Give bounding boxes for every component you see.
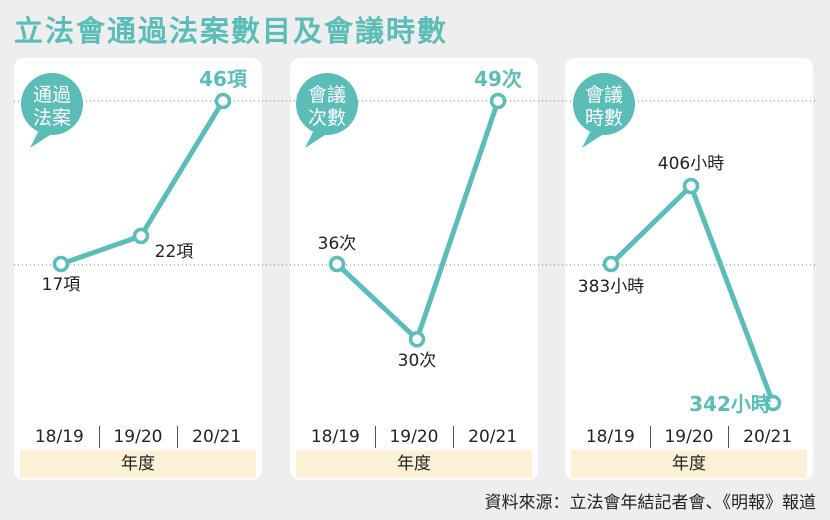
- x-axis-ticks: 18/19 19/20 20/21: [571, 422, 807, 452]
- data-label: 17項: [42, 275, 81, 295]
- badge-tail: [582, 132, 602, 148]
- x-tick-label: 19/20: [113, 427, 163, 447]
- badge-label: 會議: [585, 84, 623, 106]
- tick-divider: [177, 426, 179, 448]
- data-point: [328, 255, 346, 273]
- data-label: 406小時: [658, 154, 724, 174]
- tick-divider: [649, 426, 651, 448]
- data-point: [489, 92, 507, 110]
- data-label: 383小時: [578, 277, 644, 297]
- x-tick-label: 19/20: [389, 427, 439, 447]
- badge-bubble: [573, 73, 635, 135]
- badge-label: 次數: [308, 107, 346, 129]
- x-tick-label: 18/19: [34, 427, 84, 447]
- data-point: [682, 177, 700, 195]
- x-tick-label: 20/21: [468, 427, 518, 447]
- data-point: [214, 92, 232, 110]
- data-point: [764, 394, 782, 412]
- page-title: 立法會通過法案數目及會議時數: [14, 14, 449, 48]
- data-label: 49次: [474, 67, 522, 91]
- data-label: 46項: [199, 67, 248, 91]
- x-axis-title: 年度: [571, 450, 807, 478]
- data-label: 30次: [398, 351, 437, 371]
- badge-label: 通過: [33, 84, 71, 106]
- badge-bubble: [296, 73, 358, 135]
- x-tick-label: 20/21: [192, 427, 242, 447]
- source-credit: 資料來源：立法會年結記者會、《明報》報道: [484, 493, 817, 513]
- badge-tail: [30, 132, 50, 148]
- x-tick-label: 20/21: [743, 427, 793, 447]
- x-tick-label: 18/19: [585, 427, 635, 447]
- x-tick-label: 19/20: [664, 427, 714, 447]
- tick-divider: [728, 426, 730, 448]
- data-point: [408, 330, 426, 348]
- series-line: [334, 98, 501, 342]
- badge-label: 時數: [585, 107, 623, 129]
- badge-label: 會議: [308, 84, 346, 106]
- data-point: [52, 255, 70, 273]
- badge-tail: [305, 132, 325, 148]
- data-label: 342小時: [689, 392, 771, 416]
- x-axis-title: 年度: [296, 450, 532, 478]
- tick-divider: [453, 426, 455, 448]
- data-label: 22項: [155, 242, 194, 262]
- x-axis-title: 年度: [20, 450, 256, 478]
- tick-divider: [98, 426, 100, 448]
- x-tick-label: 18/19: [310, 427, 360, 447]
- data-label: 36次: [318, 234, 357, 254]
- x-axis-ticks: 18/19 19/20 20/21: [296, 422, 532, 452]
- badge-label: 法案: [33, 107, 71, 129]
- data-point: [132, 227, 150, 245]
- x-axis-ticks: 18/19 19/20 20/21: [20, 422, 256, 452]
- tick-divider: [374, 426, 376, 448]
- data-point: [602, 255, 620, 273]
- badge-bubble: [21, 73, 83, 135]
